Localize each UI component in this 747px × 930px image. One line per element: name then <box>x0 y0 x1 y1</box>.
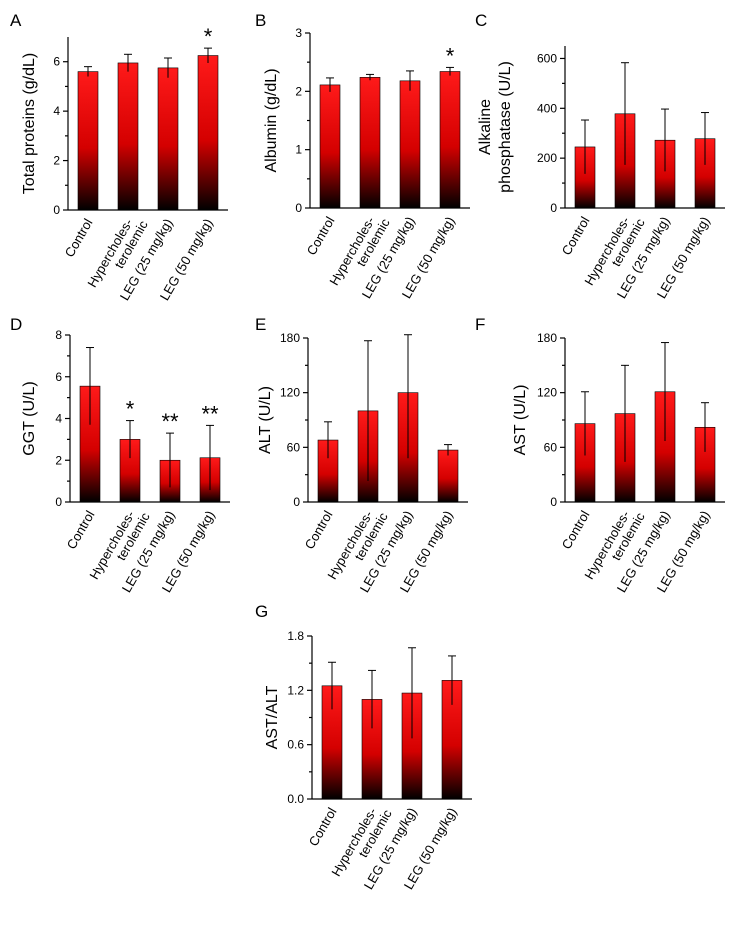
significance-marker: * <box>204 24 213 49</box>
x-tick-label: Control <box>559 508 593 552</box>
x-tick-label: Control <box>64 508 98 552</box>
panel-letter: F <box>475 315 485 334</box>
y-tick-label: 6 <box>55 370 62 384</box>
y-tick-label: 0 <box>550 495 557 509</box>
y-tick-label: 0 <box>293 495 300 509</box>
x-tick-label: Control <box>304 214 338 258</box>
x-tick-label: Control <box>62 216 96 260</box>
x-tick-label: Control <box>559 214 593 258</box>
y-tick-label: 60 <box>544 440 558 454</box>
y-tick-label: 0.0 <box>287 792 304 806</box>
y-tick-label: 8 <box>55 328 62 342</box>
x-tick-label: Control <box>302 508 336 552</box>
y-tick-label: 60 <box>287 440 301 454</box>
y-axis-label: Albumin (g/dL) <box>263 68 280 172</box>
y-tick-label: 1 <box>295 143 302 157</box>
bar <box>117 62 139 211</box>
significance-marker: ** <box>161 409 179 434</box>
y-axis-label: AST/ALT <box>264 685 281 749</box>
bar <box>399 80 421 209</box>
x-tick-label: Control <box>306 805 340 849</box>
bar <box>359 77 381 209</box>
bar <box>77 71 99 211</box>
bar <box>319 84 341 209</box>
significance-marker: * <box>446 43 455 68</box>
significance-marker: ** <box>201 401 219 426</box>
y-tick-label: 6 <box>53 55 60 69</box>
y-tick-label: 4 <box>53 104 60 118</box>
chart-panel-g: G0.00.61.21.8AST/ALTControlHypercholes-t… <box>255 602 472 892</box>
y-tick-label: 0 <box>550 201 557 215</box>
bar <box>197 55 219 211</box>
bar <box>437 449 459 503</box>
y-tick-label: 200 <box>537 151 557 165</box>
panel-letter: C <box>475 11 487 30</box>
panel-letter: G <box>255 602 268 621</box>
panel-letter: E <box>255 315 266 334</box>
y-tick-label: 2 <box>55 453 62 467</box>
y-tick-label: 600 <box>537 51 557 65</box>
y-tick-label: 2 <box>295 84 302 98</box>
bar <box>157 67 179 211</box>
significance-marker: * <box>126 397 135 422</box>
panel-letter: D <box>10 315 22 334</box>
y-tick-label: 1.2 <box>287 683 304 697</box>
y-axis-label: ALT (U/L) <box>257 386 274 454</box>
y-tick-label: 0 <box>53 203 60 217</box>
panel-letter: B <box>255 11 266 30</box>
y-axis-label: Alkaline phosphatase (U/L) <box>477 61 514 193</box>
y-tick-label: 1.8 <box>287 629 304 643</box>
chart-panel-c: C 0 200 400 600 Alkaline phosphatase (U/L) Cont… <box>475 11 725 301</box>
y-tick-label: 180 <box>537 331 557 345</box>
y-tick-label: 120 <box>537 386 557 400</box>
y-tick-label: 2 <box>53 154 60 168</box>
panel-letter: A <box>10 11 22 30</box>
bar <box>439 71 461 209</box>
y-tick-label: 0.6 <box>287 738 304 752</box>
y-axis-label: Total proteins (g/dL) <box>21 53 38 194</box>
y-tick-label: 400 <box>537 101 557 115</box>
y-tick-label: 4 <box>55 412 62 426</box>
y-axis-label: GGT (U/L) <box>21 381 38 455</box>
y-tick-label: 180 <box>280 331 300 345</box>
y-tick-label: 0 <box>55 495 62 509</box>
y-tick-label: 3 <box>295 26 302 40</box>
y-axis-label: AST (U/L) <box>512 385 529 456</box>
y-tick-label: 120 <box>280 386 300 400</box>
y-tick-label: 0 <box>295 201 302 215</box>
